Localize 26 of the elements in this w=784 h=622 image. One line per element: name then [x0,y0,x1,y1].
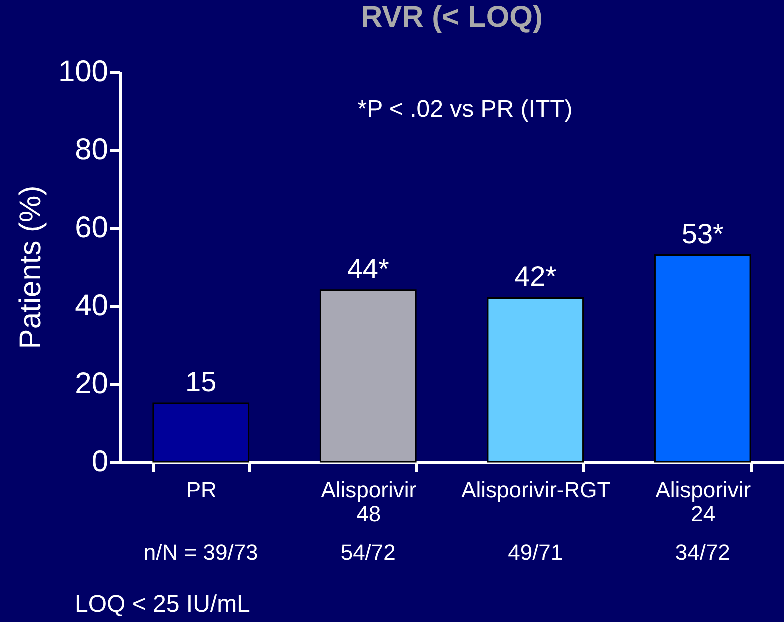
text: LOQ < 25 IU/mL [75,591,250,618]
text: 54/72 [340,540,396,565]
bar [654,254,752,463]
x-tick-label: Alisporivir-RGT [462,478,611,502]
text: n/N = 39/73 [144,540,258,565]
data-label: 42* [514,261,557,292]
y-tick-label: 0 [92,446,108,478]
data-label: 44* [347,253,390,284]
y-tick-label: 60 [75,212,108,244]
x-tick-label: PR [186,478,217,502]
y-axis-title: Patients (%) [14,186,48,350]
bar [487,297,584,463]
x-tick-label: Alisporivir 48 [321,478,417,526]
bar [320,290,417,463]
text: 49/71 [508,540,564,565]
y-tick-label: 80 [75,134,108,166]
data-label: 15 [186,366,217,398]
x-tick-label: Alisporivir 24 [656,478,752,526]
y-tick-label: 40 [75,290,108,322]
chart-title: RVR (< LOQ) [361,1,543,34]
bar [152,402,250,463]
y-tick-label: 100 [58,56,108,88]
data-label: 53* [682,218,724,250]
y-tick-label: 20 [75,368,108,400]
text: 34/72 [675,540,730,565]
annotation: *P < .02 vs PR (ITT) [358,96,573,123]
